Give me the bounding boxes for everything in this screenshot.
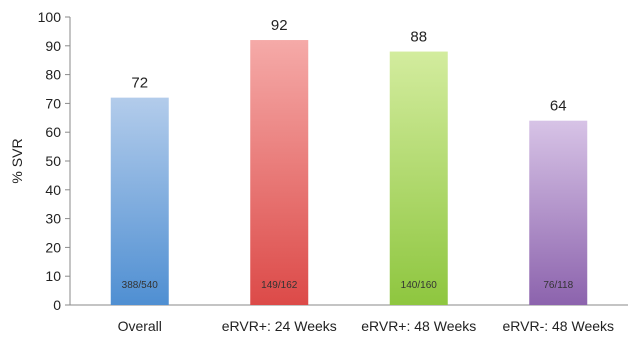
y-tick-label: 40 — [45, 182, 61, 198]
y-tick-label: 70 — [45, 95, 61, 111]
bar-value-label: 64 — [550, 98, 567, 115]
y-tick-label: 10 — [45, 268, 61, 284]
bar — [529, 120, 588, 306]
bar-value-label: 72 — [131, 75, 148, 92]
category-label: Overall — [118, 318, 162, 334]
bar-value-label: 92 — [271, 17, 288, 34]
category-label: eRVR+: 48 Weeks — [361, 318, 476, 334]
y-tick-label: 80 — [45, 67, 61, 83]
bar-count-label: 388/540 — [122, 280, 159, 291]
y-tick-label: 30 — [45, 211, 61, 227]
bar — [389, 51, 448, 306]
y-tick-label: 90 — [45, 38, 61, 54]
bars: 72 388/540 92 149/162 88 140/160 64 76/118 — [110, 17, 588, 306]
y-tick-labels: 0 10 20 30 40 50 60 70 80 90 100 — [38, 9, 70, 313]
y-tick-label: 50 — [45, 153, 61, 169]
bar-value-label: 88 — [410, 29, 427, 46]
y-tick-label: 100 — [38, 9, 62, 25]
y-tick-label: 0 — [53, 297, 61, 313]
bar — [250, 40, 309, 305]
y-tick-label: 60 — [45, 124, 61, 140]
bar — [110, 97, 169, 305]
y-axis-title: % SVR — [9, 138, 25, 183]
category-labels: Overall eRVR+: 24 Weeks eRVR+: 48 Weeks eRV… — [118, 318, 614, 334]
category-label: eRVR+: 24 Weeks — [222, 318, 337, 334]
bar-count-label: 76/118 — [543, 280, 573, 291]
bar-count-label: 149/162 — [261, 280, 298, 291]
y-tick-label: 20 — [45, 239, 61, 255]
category-label: eRVR-: 48 Weeks — [502, 318, 614, 334]
bar-count-label: 140/160 — [401, 280, 438, 291]
